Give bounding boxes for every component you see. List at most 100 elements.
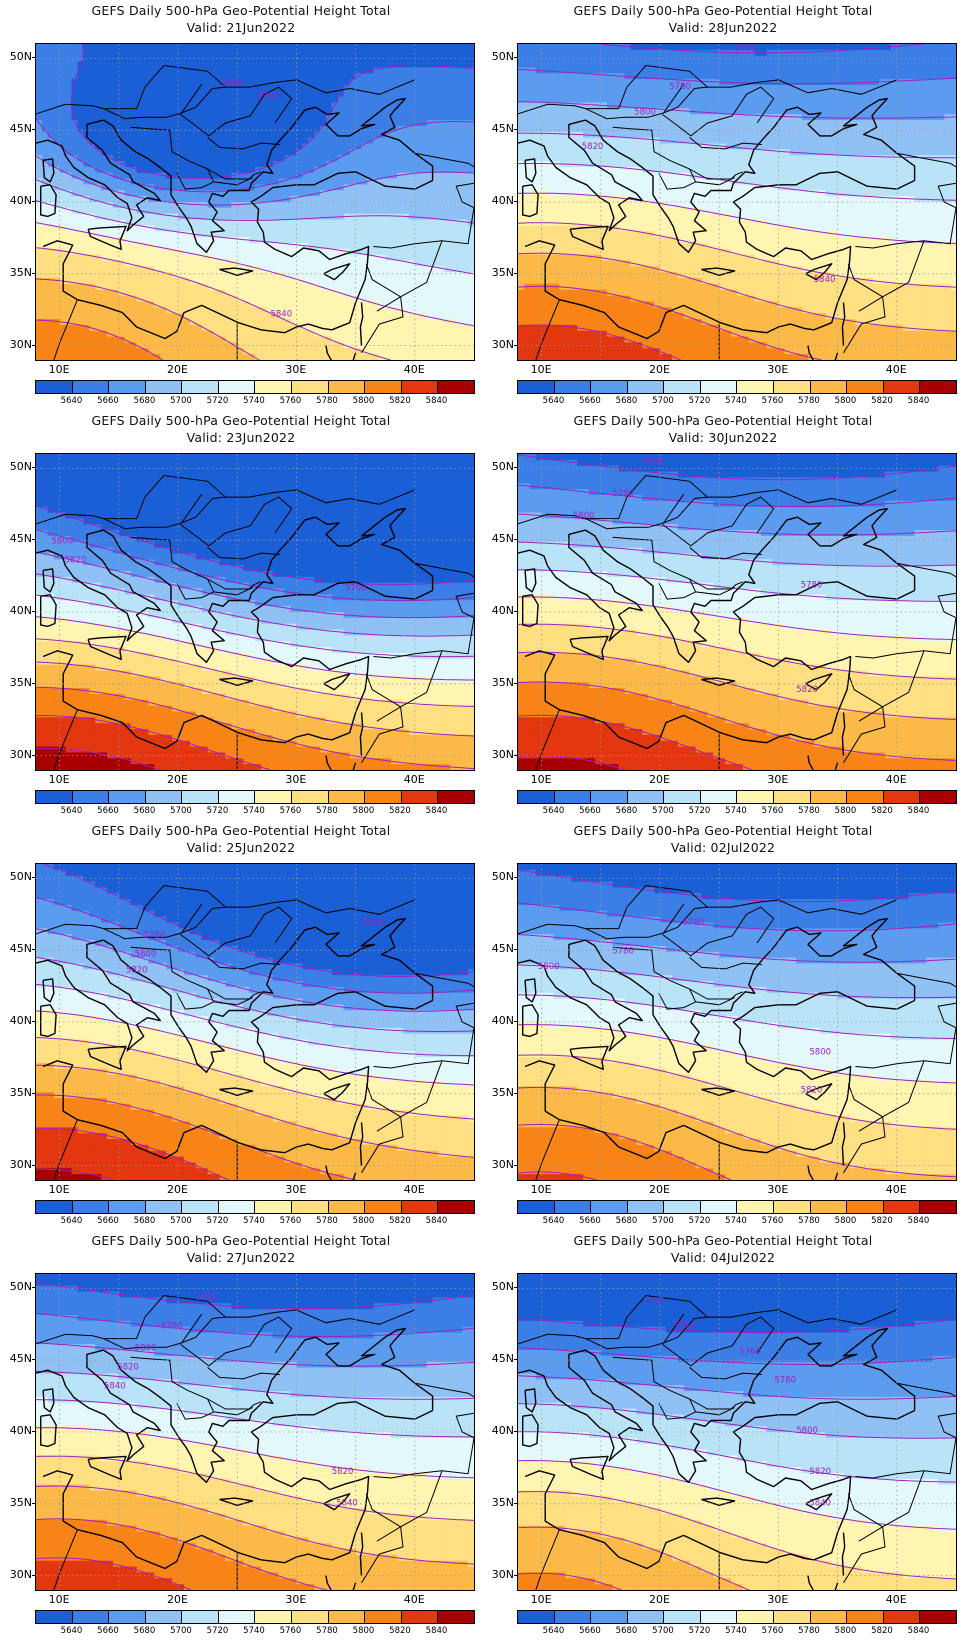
latitude-label: 45N xyxy=(484,942,514,955)
colorbar-swatch xyxy=(847,791,884,803)
colorbar-swatch xyxy=(737,381,775,393)
colorbar-label: 5680 xyxy=(128,1626,162,1636)
panel-title: GEFS Daily 500-hPa Geo-Potential Height … xyxy=(482,823,964,839)
contour-label: 5800 xyxy=(573,511,595,521)
colorbar-label: 5840 xyxy=(420,396,454,406)
colorbar-swatch xyxy=(591,1611,628,1623)
colorbar-swatch xyxy=(182,1201,219,1213)
latitude-label: 30N xyxy=(2,1568,32,1581)
contour-label: 5800 xyxy=(135,1344,157,1354)
map-panel: GEFS Daily 500-hPa Geo-Potential Height … xyxy=(0,1230,482,1640)
colorbar-swatch xyxy=(109,1611,146,1623)
contour-label: 5760 xyxy=(643,457,665,467)
colorbar-label: 5840 xyxy=(420,1626,454,1636)
contour-label: 5700 xyxy=(257,92,279,102)
contour-label: 5780 xyxy=(612,946,634,956)
colorbar-label: 5720 xyxy=(683,806,717,816)
colorbar-swatch xyxy=(328,1611,366,1623)
colorbar-swatch xyxy=(664,791,701,803)
colorbar-label: 5800 xyxy=(347,396,381,406)
longitude-label: 20E xyxy=(167,773,188,786)
longitude-label: 10E xyxy=(49,1593,70,1606)
contour-label: 5680 xyxy=(362,918,384,928)
colorbar xyxy=(35,1610,475,1624)
colorbar-label: 5800 xyxy=(829,396,863,406)
colorbar-label: 5760 xyxy=(756,1626,790,1636)
latitude-tick xyxy=(32,467,36,469)
colorbar-label: 5820 xyxy=(383,1626,417,1636)
colorbar-label: 5700 xyxy=(646,1626,680,1636)
colorbar-label: 5640 xyxy=(55,1216,89,1226)
colorbar-label: 5700 xyxy=(646,1216,680,1226)
latitude-label: 30N xyxy=(2,748,32,761)
colorbar-label: 5820 xyxy=(383,1216,417,1226)
colorbar-swatch xyxy=(401,1611,439,1623)
colorbar-swatch xyxy=(145,1201,183,1213)
colorbar-swatch xyxy=(292,1201,329,1213)
contour-label: 5780 xyxy=(774,1375,796,1385)
colorbar xyxy=(517,380,957,394)
colorbar-swatch xyxy=(72,1201,110,1213)
contour-label: 5680 xyxy=(222,79,244,89)
colorbar-label: 5740 xyxy=(237,396,271,406)
height-field-fill xyxy=(36,1274,474,1590)
geopotential-height-map: 5680 5700 5840 xyxy=(35,43,475,361)
colorbar-swatch xyxy=(438,381,474,393)
colorbar-label: 5660 xyxy=(91,1626,125,1636)
colorbar-label: 5740 xyxy=(719,806,753,816)
colorbar-swatch xyxy=(920,1201,956,1213)
colorbar-label: 5780 xyxy=(310,1626,344,1636)
colorbar-swatch xyxy=(328,791,366,803)
panel-title: GEFS Daily 500-hPa Geo-Potential Height … xyxy=(482,1233,964,1249)
latitude-tick xyxy=(514,467,518,469)
colorbar-label: 5700 xyxy=(646,806,680,816)
contour-label: 5780 xyxy=(801,581,823,591)
latitude-label: 45N xyxy=(2,532,32,545)
colorbar-swatch xyxy=(737,1611,775,1623)
colorbar-label: 5660 xyxy=(573,806,607,816)
latitude-tick xyxy=(514,1359,518,1361)
height-field-fill xyxy=(518,454,956,770)
height-field-fill xyxy=(518,44,956,360)
colorbar-swatch xyxy=(292,1611,329,1623)
colorbar-swatch xyxy=(72,381,110,393)
contour-label: 5820 xyxy=(332,1467,354,1477)
latitude-tick xyxy=(32,1431,36,1432)
graticule xyxy=(518,864,956,1180)
colorbar-swatch xyxy=(36,791,73,803)
latitude-label: 50N xyxy=(2,50,32,63)
longitude-label: 20E xyxy=(649,363,670,376)
colorbar-label: 5780 xyxy=(792,396,826,406)
colorbar-label: 5700 xyxy=(164,806,198,816)
colorbar-swatch xyxy=(255,1201,293,1213)
colorbar-swatch xyxy=(810,1201,848,1213)
longitude-label: 30E xyxy=(285,773,306,786)
colorbar-label: 5800 xyxy=(347,806,381,816)
colorbar-label: 5660 xyxy=(573,396,607,406)
longitude-label: 30E xyxy=(285,1593,306,1606)
latitude-label: 30N xyxy=(484,338,514,351)
contour-label: 5800 xyxy=(538,962,560,972)
colorbar-label: 5760 xyxy=(274,1216,308,1226)
contour-lines xyxy=(36,44,474,360)
height-field-fill xyxy=(36,454,474,770)
contour-label: 5740 xyxy=(674,1322,696,1332)
longitude-label: 40E xyxy=(886,773,907,786)
colorbar xyxy=(517,790,957,804)
contour-label: 5820 xyxy=(582,142,604,152)
latitude-tick xyxy=(32,344,36,346)
latitude-tick xyxy=(514,539,518,541)
colorbar-label: 5720 xyxy=(683,396,717,406)
graticule xyxy=(36,454,474,770)
colorbar-label: 5800 xyxy=(347,1216,381,1226)
longitude-label: 20E xyxy=(649,773,670,786)
colorbar-swatch xyxy=(365,1611,402,1623)
latitude-label: 45N xyxy=(2,1352,32,1365)
colorbar-label: 5660 xyxy=(91,396,125,406)
contour-label: 5800 xyxy=(135,950,157,960)
longitude-label: 20E xyxy=(649,1183,670,1196)
latitude-label: 45N xyxy=(484,1352,514,1365)
longitude-label: 40E xyxy=(404,773,425,786)
latitude-label: 35N xyxy=(2,266,32,279)
panel-valid-date: Valid: 25Jun2022 xyxy=(0,840,482,856)
